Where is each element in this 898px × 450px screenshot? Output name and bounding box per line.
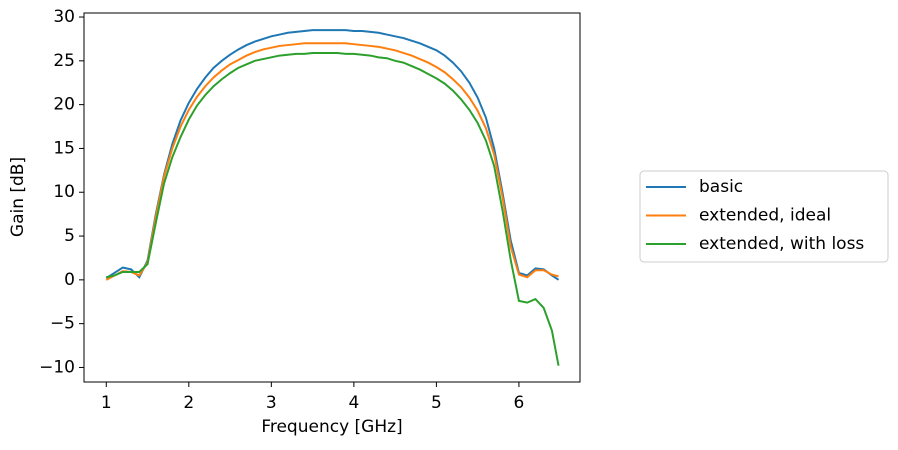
y-tick-label: −5 — [50, 314, 75, 334]
legend-label: basic — [699, 177, 743, 197]
y-tick-label: 15 — [53, 138, 75, 158]
x-tick-label: 5 — [431, 393, 442, 413]
y-tick-label: 25 — [53, 51, 75, 71]
series-line — [105, 29, 560, 281]
y-tick-label: 5 — [64, 226, 75, 246]
series-line — [105, 42, 559, 281]
y-tick-label: −10 — [39, 357, 75, 377]
x-tick-label: 3 — [266, 393, 277, 413]
x-tick-label: 1 — [101, 393, 112, 413]
plot-frame — [83, 12, 581, 383]
x-tick-label: 6 — [514, 393, 525, 413]
y-tick-label: 0 — [64, 270, 75, 290]
legend-label: extended, with loss — [699, 234, 864, 254]
y-tick-label: 20 — [53, 95, 75, 115]
legend-label: extended, ideal — [699, 206, 831, 226]
y-tick-label: 30 — [53, 7, 75, 27]
legend-box — [639, 170, 889, 263]
y-tick-label: 10 — [53, 182, 75, 202]
x-tick-label: 4 — [348, 393, 359, 413]
x-tick-label: 2 — [183, 393, 194, 413]
x-axis-label: Frequency [GHz] — [261, 417, 402, 437]
series-line — [106, 51, 560, 366]
y-axis-label: Gain [dB] — [8, 157, 28, 237]
